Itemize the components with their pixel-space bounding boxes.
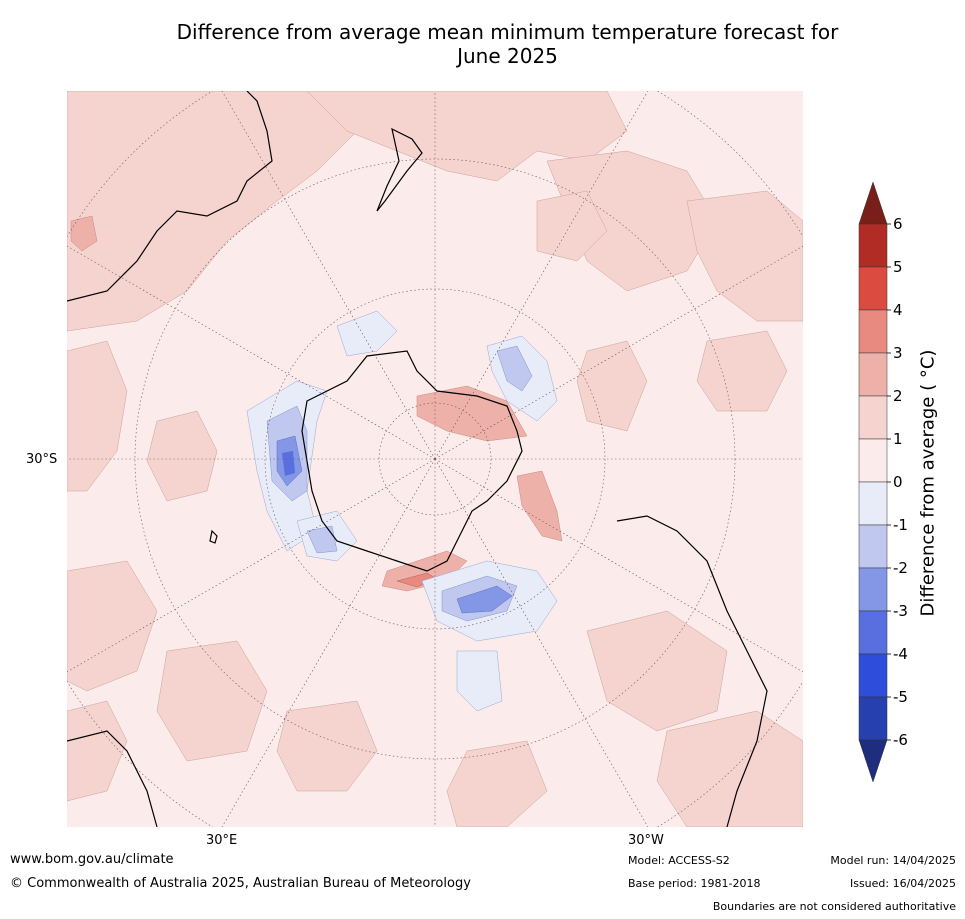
lat-label-30s: 30°S <box>26 452 58 467</box>
colorbar-segments <box>858 181 888 783</box>
colorbar-tick-label: 4 <box>893 301 903 319</box>
lon-label-30e: 30°E <box>206 833 238 848</box>
colorbar-band <box>858 395 888 440</box>
stronger-cool-regions <box>282 451 295 476</box>
antarctica-coast <box>301 350 523 572</box>
colorbar-tick-label: -1 <box>893 516 908 534</box>
colorbar-tick-label: -6 <box>893 731 908 749</box>
colorbar-band <box>858 567 888 612</box>
colorbar-tick-label: -5 <box>893 688 908 706</box>
colorbar-band <box>858 610 888 655</box>
colorbar-tick-label: 1 <box>893 430 903 448</box>
footer-model-run: Model run: 14/04/2025 <box>830 854 956 867</box>
south-america-coast <box>616 515 768 827</box>
footer-url[interactable]: www.bom.gov.au/climate <box>10 852 174 867</box>
chart-title: Difference from average mean minimum tem… <box>100 20 915 68</box>
graticule <box>67 91 803 827</box>
new-zealand-coast <box>376 127 423 212</box>
lon-label-30w: 30°W <box>628 833 664 848</box>
africa-coast <box>67 730 158 827</box>
colorbar-tick-label: -2 <box>893 559 908 577</box>
colorbar-band <box>858 266 888 311</box>
australia-coast <box>67 91 273 302</box>
colorbar-tick-label: 2 <box>893 387 903 405</box>
footer-disclaimer: Boundaries are not considered authoritat… <box>712 900 956 913</box>
title-line-2: June 2025 <box>457 44 558 68</box>
colorbar-ticks: 6 5 4 3 2 1 0 -1 -2 -3 -4 -5 -6 <box>887 215 908 749</box>
colorbar-band <box>858 438 888 483</box>
colorbar-band <box>858 352 888 397</box>
colorbar-band <box>858 223 888 268</box>
colorbar-extend-top <box>858 181 888 225</box>
polar-map <box>67 91 803 827</box>
footer-model: Model: ACCESS-S2 <box>628 854 730 867</box>
colorbar-band <box>858 309 888 354</box>
colorbar-tick-label: 6 <box>893 215 903 233</box>
madagascar-coast <box>209 529 218 544</box>
colorbar-band <box>858 524 888 569</box>
title-line-1: Difference from average mean minimum tem… <box>176 20 839 44</box>
footer-copyright: © Commonwealth of Australia 2025, Austra… <box>10 876 471 891</box>
coastlines <box>67 91 768 827</box>
colorbar-tick-label: 3 <box>893 344 903 362</box>
colorbar-band <box>858 653 888 698</box>
colorbar-band <box>858 481 888 526</box>
footer-issued: Issued: 16/04/2025 <box>849 877 956 890</box>
colorbar-tick-label: 5 <box>893 258 903 276</box>
colorbar-extend-bottom <box>858 739 888 783</box>
colorbar-band <box>858 696 888 741</box>
colorbar: 6 5 4 3 2 1 0 -1 -2 -3 -4 -5 -6 <box>858 181 908 783</box>
colorbar-tick-label: -3 <box>893 602 908 620</box>
footer-base-period: Base period: 1981-2018 <box>628 877 761 890</box>
colorbar-tick-label: -4 <box>893 645 908 663</box>
colorbar-label: Difference from average ( °C) <box>917 349 939 617</box>
colorbar-tick-label: 0 <box>893 473 903 491</box>
